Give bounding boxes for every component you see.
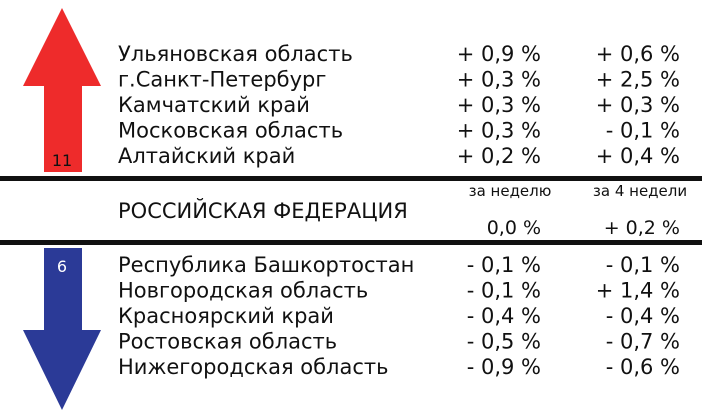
federation-month: + 0,2 % [604,217,680,239]
month-change: - 0,6 % [606,355,680,379]
month-change: - 0,4 % [606,304,680,328]
region-name: Нижегородская область [118,355,389,379]
column-header: за 4 недели [593,182,687,200]
separator [0,176,702,181]
federation-name: РОССИЙСКАЯ ФЕДЕРАЦИЯ [118,198,408,223]
region-name: г.Санкт-Петербург [118,68,326,92]
month-change: - 0,7 % [606,330,680,354]
region-name: Республика Башкортостан [118,253,414,277]
week-change: + 0,2 % [457,144,541,168]
week-change: + 0,3 % [457,93,541,117]
region-name: Красноярский край [118,304,334,328]
month-change: + 2,5 % [596,68,680,92]
region-name: Новгородская область [118,279,368,303]
week-change: + 0,3 % [457,68,541,92]
week-change: - 0,5 % [467,330,541,354]
separator [0,240,702,245]
month-change: + 0,4 % [596,144,680,168]
month-change: - 0,1 % [606,253,680,277]
up-count: 11 [52,151,72,170]
down-arrow [23,248,101,410]
region-name: Ростовская область [118,330,337,354]
region-name: Московская область [118,119,343,143]
week-change: - 0,1 % [467,253,541,277]
region-name: Ульяновская область [118,42,353,66]
region-name: Алтайский край [118,144,295,168]
month-change: + 0,6 % [596,42,680,66]
week-change: - 0,4 % [467,304,541,328]
week-change: - 0,1 % [467,279,541,303]
region-name: Камчатский край [118,93,310,117]
month-change: + 0,3 % [596,93,680,117]
column-header: за неделю [469,182,552,200]
month-change: + 1,4 % [596,279,680,303]
week-change: + 0,3 % [457,119,541,143]
federation-week: 0,0 % [487,217,541,239]
down-count: 6 [57,257,67,276]
month-change: - 0,1 % [606,119,680,143]
week-change: - 0,9 % [467,355,541,379]
week-change: + 0,9 % [457,42,541,66]
up-arrow [23,8,101,172]
